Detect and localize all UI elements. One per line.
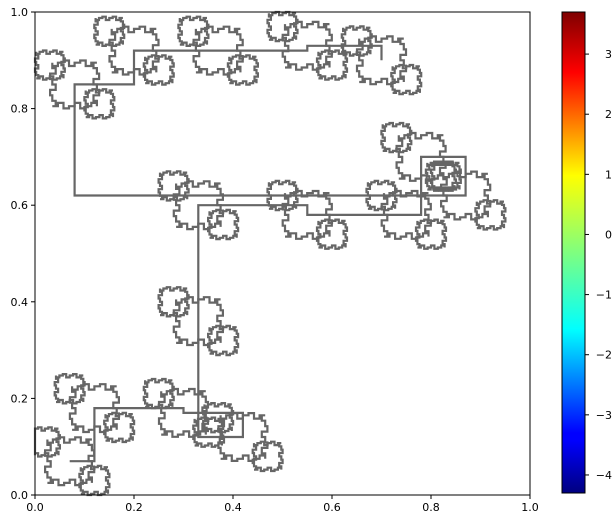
y-axis: 0.0 0.2 0.4 0.6 0.8 1.0 — [11, 6, 35, 502]
curve-segment — [340, 25, 373, 57]
curve-segment — [474, 199, 507, 231]
plot-area — [33, 10, 531, 497]
colorbar-tick-label: 2 — [605, 108, 612, 121]
curve-segment — [207, 324, 240, 357]
y-tick-label: 0.8 — [11, 103, 29, 116]
axes-frame — [34, 11, 531, 496]
curve-segment — [177, 15, 210, 47]
curve-segment — [93, 15, 126, 47]
colorbar: 3 2 1 0 −1 −2 −3 −4 — [561, 11, 612, 494]
colorbar-tick-label: −1 — [596, 289, 612, 302]
colorbar-frame — [561, 11, 586, 494]
x-tick-label: 0.6 — [323, 501, 341, 514]
y-tick-label: 0.0 — [11, 489, 29, 502]
curve-segment — [207, 208, 240, 241]
curve-segment — [142, 54, 175, 86]
curve-segment — [83, 88, 116, 120]
colorbar-tick-label: −2 — [596, 349, 612, 362]
colorbar-tick-label: −4 — [596, 469, 612, 482]
curve-segment — [380, 121, 413, 154]
curve-segment — [157, 170, 190, 202]
x-axis: 0.0 0.2 0.4 0.6 0.8 1.0 — [26, 495, 539, 514]
curve-segment — [315, 218, 349, 250]
curve-segment — [202, 402, 235, 434]
x-tick-label: 0.8 — [422, 501, 440, 514]
y-tick-label: 0.6 — [11, 199, 29, 212]
colorbar-tick-label: 0 — [605, 228, 612, 241]
x-tick-label: 1.0 — [521, 501, 539, 514]
y-tick-label: 1.0 — [11, 6, 29, 19]
curve-segment — [226, 54, 259, 86]
x-tick-label: 0.4 — [224, 501, 242, 514]
curve-segment — [390, 63, 423, 96]
curve-segment — [365, 179, 398, 212]
colorbar-tick-label: 1 — [605, 168, 612, 181]
colorbar-tick-label: 3 — [605, 48, 612, 61]
curve-segment — [266, 179, 299, 212]
curve-segment — [53, 373, 86, 405]
curve-segment — [103, 411, 136, 444]
curve-segment — [157, 286, 190, 318]
x-tick-label: 0.0 — [26, 501, 44, 514]
y-tick-label: 0.2 — [11, 392, 29, 405]
y-tick-label: 0.4 — [11, 296, 29, 309]
x-tick-label: 0.2 — [125, 501, 143, 514]
colorbar-gradient — [562, 12, 585, 493]
colorbar-tick-label: −3 — [596, 409, 612, 422]
colorbar-ticks: 3 2 1 0 −1 −2 −3 −4 — [585, 48, 612, 482]
curve-segment — [251, 440, 284, 473]
curve-segment — [414, 218, 448, 250]
curve-segment — [429, 160, 462, 192]
curve-connector — [69, 44, 467, 463]
curve-segment — [424, 160, 457, 192]
curve-segment — [266, 10, 299, 43]
